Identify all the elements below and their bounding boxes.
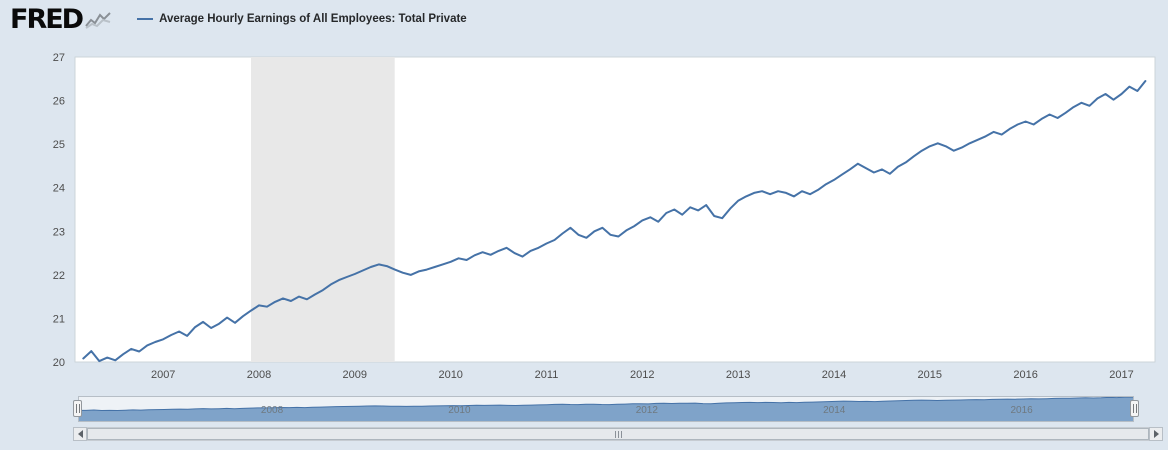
left-arrow-icon — [77, 430, 83, 438]
horizontal-scrollbar[interactable] — [73, 427, 1163, 441]
y-axis-label: 24 — [53, 183, 65, 195]
earnings-line — [82, 80, 1147, 363]
x-axis-label: 2012 — [630, 369, 654, 381]
scroll-left-button[interactable] — [73, 427, 87, 441]
x-axis-label: 2007 — [151, 369, 175, 381]
navigator-left-handle[interactable] — [73, 400, 82, 417]
navigator-right-handle[interactable] — [1130, 400, 1139, 417]
handle-grip-icon — [75, 404, 77, 413]
scroll-right-button[interactable] — [1149, 427, 1163, 441]
fred-logo-text: FRED — [10, 3, 84, 35]
legend-label: Average Hourly Earnings of All Employees… — [159, 13, 467, 25]
x-axis-label: 2009 — [343, 369, 367, 381]
x-axis-label: 2014 — [822, 369, 846, 381]
x-axis-label: 2015 — [918, 369, 942, 381]
plot-area[interactable] — [74, 56, 1156, 363]
x-axis-label: 2013 — [726, 369, 750, 381]
y-axis-label: 27 — [53, 52, 65, 64]
grip-icon — [614, 425, 623, 443]
y-axis-label: 23 — [53, 226, 65, 238]
scrollbar-thumb[interactable] — [87, 428, 1149, 440]
navigator-year-label: 2010 — [448, 405, 471, 416]
chart-squiggle-icon — [85, 12, 111, 29]
handle-grip-icon — [1135, 404, 1137, 413]
navigator-area — [78, 397, 1134, 422]
navigator-year-label: 2012 — [636, 405, 659, 416]
x-axis-label: 2016 — [1013, 369, 1037, 381]
navigator-year-label: 2008 — [261, 405, 284, 416]
navigator-svg[interactable]: 2008 2010 2012 2014 2016 — [78, 396, 1134, 422]
legend[interactable]: Average Hourly Earnings of All Employees… — [137, 13, 467, 25]
navigator-line — [78, 396, 1134, 412]
recession-band — [251, 57, 395, 362]
fred-logo[interactable]: FRED — [10, 6, 111, 33]
x-axis-label: 2011 — [535, 369, 559, 381]
y-axis-label: 21 — [53, 313, 65, 325]
handle-grip-icon — [78, 404, 80, 413]
x-axis-label: 2008 — [247, 369, 271, 381]
y-axis-label: 20 — [53, 357, 65, 369]
scrollbar-track[interactable] — [87, 427, 1149, 441]
y-axis-label: 22 — [53, 270, 65, 282]
main-chart-svg[interactable]: 20 21 22 23 24 25 26 27 2007 2008 2009 2010 2011 2012… — [0, 40, 1168, 392]
x-axis-label: 2017 — [1109, 369, 1133, 381]
navigator-year-label: 2014 — [823, 405, 846, 416]
handle-grip-icon — [1132, 404, 1134, 413]
right-arrow-icon — [1153, 430, 1159, 438]
x-axis-label: 2010 — [438, 369, 462, 381]
navigator-year-label: 2016 — [1011, 405, 1034, 416]
y-axis-label: 26 — [53, 96, 65, 108]
y-axis-label: 25 — [53, 139, 65, 151]
chart-header: FRED Average Hourly Earnings of All Empl… — [0, 0, 1168, 38]
legend-line-swatch — [137, 18, 154, 20]
navigator[interactable]: 2008 2010 2012 2014 2016 — [73, 396, 1139, 422]
